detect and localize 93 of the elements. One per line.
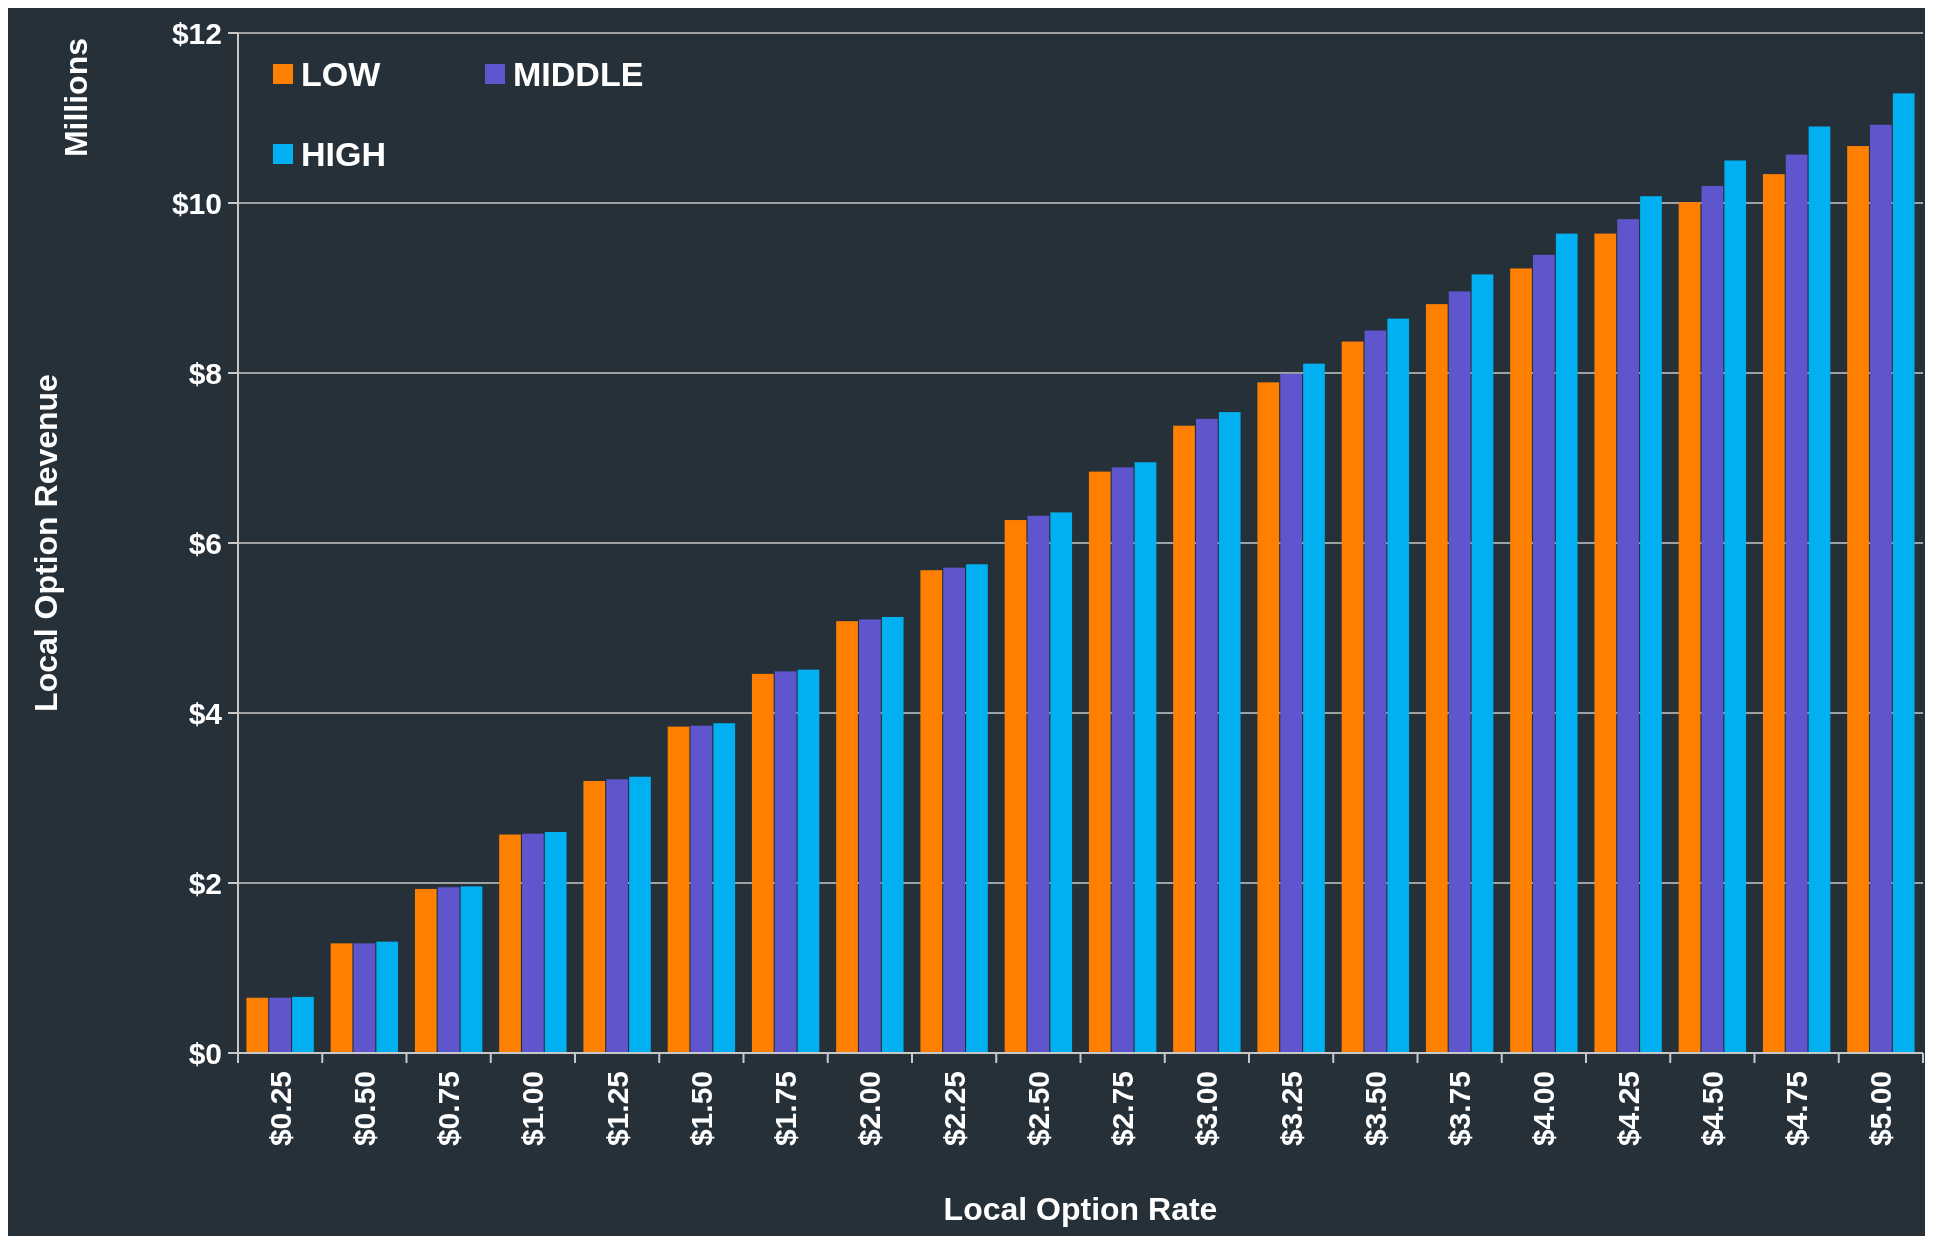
x-tick-label: $2.25 bbox=[937, 1071, 971, 1147]
bar bbox=[246, 997, 269, 1053]
bar bbox=[1724, 160, 1747, 1053]
bar bbox=[460, 886, 483, 1053]
y-tick-label: $8 bbox=[188, 356, 222, 390]
bar bbox=[414, 888, 437, 1053]
bar bbox=[544, 832, 567, 1053]
bar bbox=[690, 725, 713, 1053]
x-tick-label: $3.00 bbox=[1190, 1071, 1224, 1147]
y-tick-label: $10 bbox=[171, 186, 222, 220]
bar bbox=[1050, 512, 1073, 1053]
x-tick-label: $0.50 bbox=[347, 1071, 381, 1147]
text: Millions bbox=[58, 38, 95, 158]
bar bbox=[667, 726, 690, 1053]
x-tick-label: $3.50 bbox=[1358, 1071, 1392, 1147]
bar bbox=[330, 943, 353, 1053]
bar bbox=[292, 996, 314, 1053]
x-tick-label: $4.50 bbox=[1695, 1071, 1729, 1147]
x-tick-label: $4.00 bbox=[1527, 1071, 1561, 1147]
bar bbox=[1173, 425, 1195, 1053]
bar bbox=[1847, 146, 1869, 1053]
x-tick-label: $1.50 bbox=[684, 1071, 718, 1147]
bar bbox=[1280, 373, 1302, 1053]
bar bbox=[1134, 462, 1157, 1053]
x-tick-label: $3.25 bbox=[1274, 1071, 1308, 1147]
y-tick-label: $0 bbox=[188, 1036, 222, 1070]
y-tick-label: $6 bbox=[188, 526, 222, 560]
x-tick-label: $4.75 bbox=[1780, 1071, 1814, 1147]
bar bbox=[583, 781, 606, 1053]
bar bbox=[1594, 233, 1617, 1053]
bar bbox=[1027, 515, 1050, 1053]
bar bbox=[1088, 471, 1111, 1053]
x-tick-label: $1.25 bbox=[600, 1071, 634, 1147]
bar bbox=[859, 619, 881, 1053]
bar bbox=[1471, 274, 1494, 1053]
x-tick-label: $5.00 bbox=[1864, 1071, 1898, 1147]
bar bbox=[376, 941, 399, 1053]
x-tick-label: $1.75 bbox=[769, 1071, 803, 1147]
bar bbox=[1004, 520, 1027, 1053]
bar bbox=[1510, 268, 1532, 1053]
bar bbox=[881, 616, 904, 1053]
legend-label: HIGH bbox=[301, 134, 386, 173]
legend-label: LOW bbox=[301, 54, 382, 93]
bar bbox=[1785, 154, 1808, 1053]
bar bbox=[437, 887, 460, 1053]
bar bbox=[1341, 341, 1364, 1053]
bar bbox=[1448, 291, 1471, 1053]
bar bbox=[836, 621, 858, 1053]
bar bbox=[713, 723, 736, 1053]
bar bbox=[522, 833, 544, 1053]
bar bbox=[1196, 418, 1218, 1053]
y-axis-title: Local Option Revenue bbox=[28, 374, 65, 712]
x-tick-label: $2.75 bbox=[1106, 1071, 1140, 1147]
bar bbox=[1640, 196, 1662, 1053]
x-tick-label: $0.75 bbox=[432, 1071, 466, 1147]
bar bbox=[1678, 202, 1701, 1053]
x-tick-label: $0.25 bbox=[263, 1071, 297, 1147]
bar bbox=[943, 567, 965, 1053]
legend-label: MIDDLE bbox=[513, 54, 644, 93]
bar bbox=[797, 669, 820, 1053]
bar bbox=[1533, 254, 1555, 1053]
bar bbox=[1808, 126, 1831, 1053]
bar bbox=[1364, 330, 1387, 1053]
bar bbox=[1555, 233, 1578, 1053]
x-axis-title: Local Option Rate bbox=[943, 1191, 1218, 1227]
bar bbox=[1387, 318, 1410, 1053]
bar bbox=[1257, 382, 1280, 1053]
bar bbox=[966, 564, 988, 1053]
x-tick-label: $4.25 bbox=[1611, 1071, 1645, 1147]
x-tick-label: $3.75 bbox=[1443, 1071, 1477, 1147]
y-tick-label: $2 bbox=[188, 866, 222, 900]
bar bbox=[629, 776, 651, 1053]
y-tick-label: $4 bbox=[188, 696, 223, 730]
bar bbox=[920, 570, 943, 1053]
bar bbox=[1762, 174, 1785, 1053]
x-tick-label: $2.00 bbox=[853, 1071, 887, 1147]
bar bbox=[1218, 412, 1241, 1053]
bar bbox=[1870, 124, 1892, 1053]
bar bbox=[1425, 304, 1448, 1053]
bar bbox=[1701, 186, 1724, 1053]
bar bbox=[606, 779, 628, 1053]
bar bbox=[774, 671, 797, 1053]
bar bbox=[1617, 219, 1639, 1053]
bar bbox=[499, 834, 521, 1053]
bar bbox=[1111, 467, 1134, 1053]
bar bbox=[751, 673, 774, 1053]
bar bbox=[1892, 93, 1915, 1053]
y-tick-label: $12 bbox=[171, 16, 222, 50]
bar bbox=[353, 943, 376, 1053]
x-tick-label: $1.00 bbox=[516, 1071, 550, 1147]
bar bbox=[269, 997, 291, 1053]
x-tick-label: $2.50 bbox=[1021, 1071, 1055, 1147]
bar bbox=[1303, 363, 1325, 1053]
